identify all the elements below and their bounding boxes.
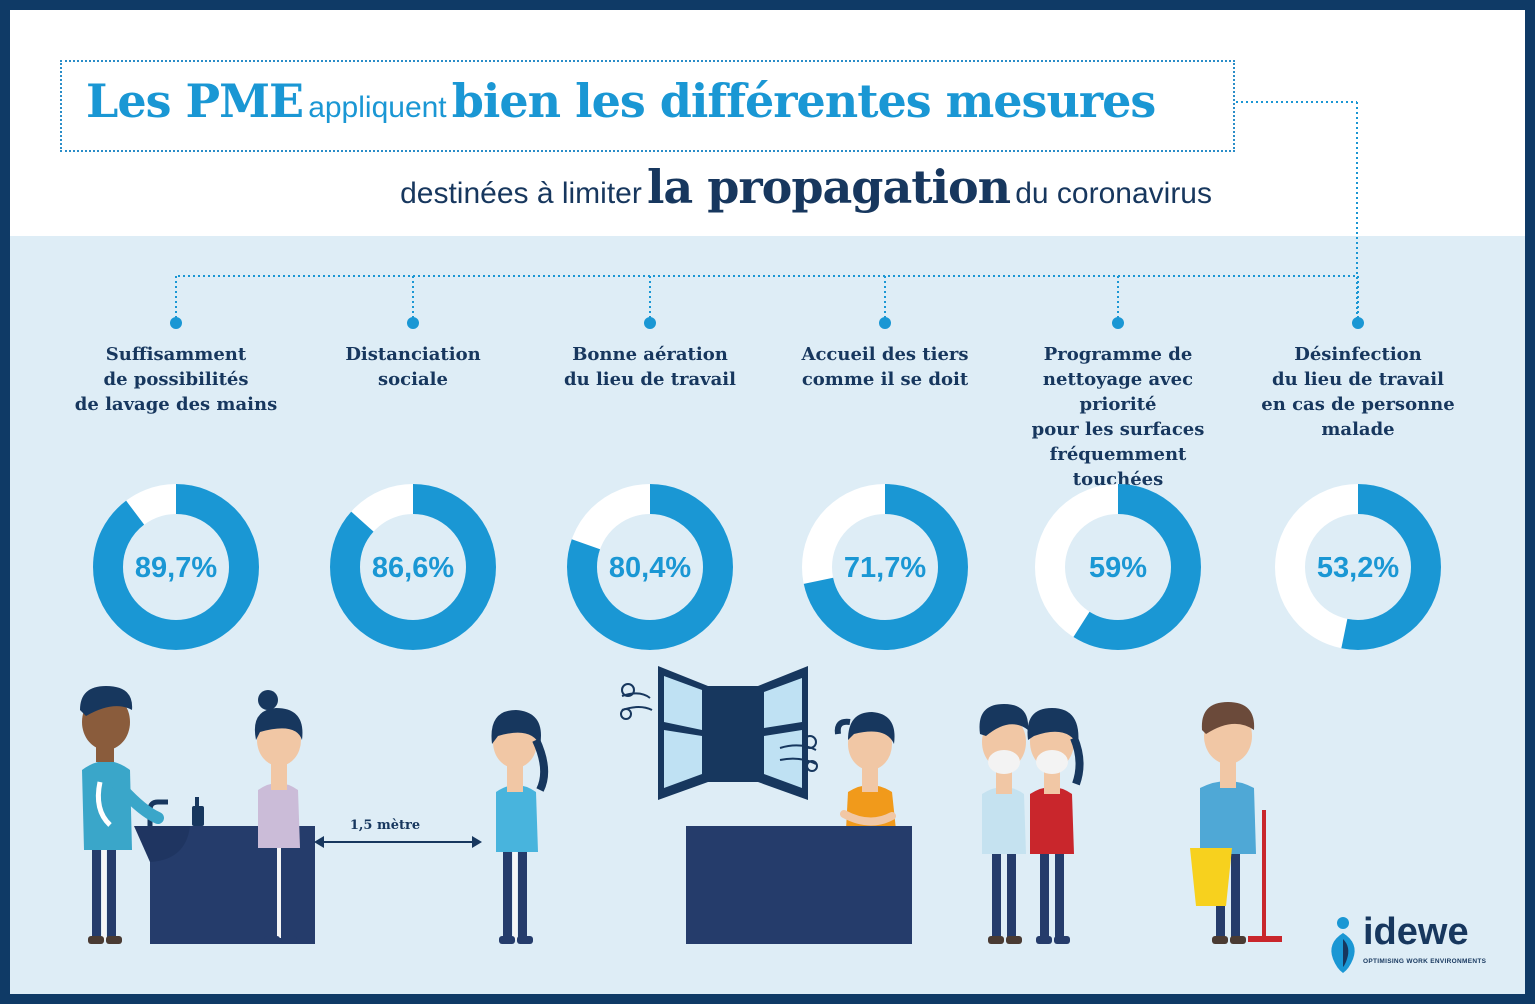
label-line: Désinfection <box>1294 344 1422 365</box>
title-part-3: bien les différentes mesures <box>451 74 1157 128</box>
label-line: de lavage des mains <box>74 394 278 415</box>
measure-label-3: Bonne aération du lieu de travail <box>535 342 765 392</box>
label-line: Accueil des tiers <box>801 344 969 365</box>
soap-dispenser-icon <box>192 806 204 826</box>
illustration <box>80 666 1282 944</box>
title-part-2: appliquent <box>308 91 447 124</box>
donut-value-label: 53,2% <box>1317 552 1399 584</box>
label-line: nettoyage avec priorité <box>1042 369 1194 415</box>
page-subtitle: destinées à limiter la propagation du co… <box>400 160 1212 214</box>
connector-dot <box>1352 317 1364 329</box>
infographic-frame: Les PME appliquent bien les différentes … <box>10 10 1525 994</box>
donut-value-label: 71,7% <box>844 552 926 584</box>
sink-basin <box>134 826 190 862</box>
distance-label: 1,5 mètre <box>349 818 421 833</box>
subtitle-part-3: du coronavirus <box>1015 177 1212 210</box>
label-line: fréquemment touchées <box>1049 444 1187 490</box>
donut-segment-4 <box>802 484 968 650</box>
title-box <box>60 60 1235 152</box>
donut-segment-3 <box>567 484 733 650</box>
person-man-mask <box>979 704 1029 944</box>
donut-segment-2 <box>330 484 496 650</box>
measure-label-6: Désinfection du lieu de travail en cas d… <box>1243 342 1473 442</box>
subtitle-part-2: la propagation <box>646 160 1011 214</box>
measure-label-2: Distanciation sociale <box>298 342 528 392</box>
donut-value-label: 89,7% <box>135 552 217 584</box>
label-line: en cas de personne <box>1261 394 1455 415</box>
label-line: pour les surfaces <box>1031 419 1205 440</box>
donut-value-label: 80,4% <box>609 552 691 584</box>
label-line: du lieu de travail <box>1272 369 1444 390</box>
logo-tagline: OPTIMISING WORK ENVIRONMENTS <box>1363 958 1487 965</box>
label-line: Programme de <box>1043 344 1193 365</box>
donut-value-label: 86,6% <box>372 552 454 584</box>
donut-rings: 89,7% 86,6% 80,4% 71,7% 59% 53,2% <box>93 484 1441 650</box>
person-washing-hands <box>80 686 164 944</box>
arrow-right-icon <box>472 836 482 848</box>
open-window-icon <box>658 666 808 800</box>
connector-dot <box>1112 317 1124 329</box>
label-line: de possibilités <box>103 369 249 390</box>
connector-dot <box>170 317 182 329</box>
donut-segment-6 <box>1275 484 1441 650</box>
person-woman-blue <box>491 710 549 944</box>
measure-label-4: Accueil des tiers comme il se doit <box>770 342 1000 392</box>
label-line: du lieu de travail <box>564 369 736 390</box>
person-woman-mask <box>1027 708 1084 944</box>
label-line: comme il se doit <box>801 369 969 390</box>
connector-dot <box>644 317 656 329</box>
idewe-logo: idewe OPTIMISING WORK ENVIRONMENTS <box>1325 911 1505 975</box>
label-line: sociale <box>378 369 448 390</box>
measure-label-5: Programme de nettoyage avec priorité pou… <box>1003 342 1233 492</box>
donut-value-label: 59% <box>1089 552 1147 584</box>
dotted-connectors <box>170 101 1364 329</box>
reception-desk <box>686 826 912 944</box>
bucket-icon <box>1190 848 1232 906</box>
page-title: Les PME appliquent bien les différentes … <box>86 74 1157 128</box>
person-receptionist <box>834 712 896 830</box>
connector-dot <box>407 317 419 329</box>
person-woman-lilac <box>254 690 303 944</box>
arrow-left-icon <box>314 836 324 848</box>
subtitle-part-1: destinées à limiter <box>400 177 642 210</box>
wind-icon <box>620 683 818 772</box>
title-part-1: Les PME <box>86 74 304 128</box>
mop-icon <box>1262 810 1266 940</box>
label-line: malade <box>1321 419 1395 440</box>
measure-label-1: Suffisamment de possibilités de lavage d… <box>61 342 291 417</box>
soap-pump <box>195 797 199 806</box>
donut-segment-5 <box>1035 484 1201 650</box>
idewe-logo-mark-icon <box>1331 917 1355 973</box>
logo-wordmark: idewe <box>1363 911 1469 953</box>
label-line: Distanciation <box>345 344 481 365</box>
person-cleaner <box>1190 702 1282 944</box>
label-line: Bonne aération <box>572 344 728 365</box>
donut-segment-1 <box>93 484 259 650</box>
header-band <box>10 10 1525 236</box>
connector-dot <box>879 317 891 329</box>
label-line: Suffisamment <box>105 344 247 365</box>
